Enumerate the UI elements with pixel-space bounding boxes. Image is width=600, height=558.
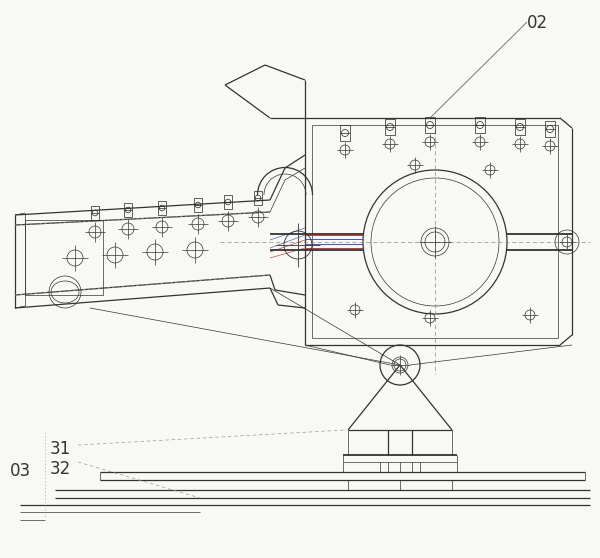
Bar	[25, 220, 103, 295]
Bar	[194, 198, 202, 212]
Bar	[475, 117, 485, 133]
Text: 02: 02	[527, 14, 548, 32]
Bar	[158, 201, 166, 215]
Text: 32: 32	[50, 460, 71, 478]
Bar	[224, 195, 232, 209]
Bar	[91, 206, 99, 220]
Bar	[254, 191, 262, 205]
Bar	[124, 203, 132, 217]
Bar	[515, 119, 525, 135]
Text: 03: 03	[10, 462, 31, 480]
Bar	[385, 119, 395, 135]
Bar	[340, 125, 350, 141]
Text: 31: 31	[50, 440, 71, 458]
Bar	[425, 117, 435, 133]
Bar	[545, 121, 555, 137]
